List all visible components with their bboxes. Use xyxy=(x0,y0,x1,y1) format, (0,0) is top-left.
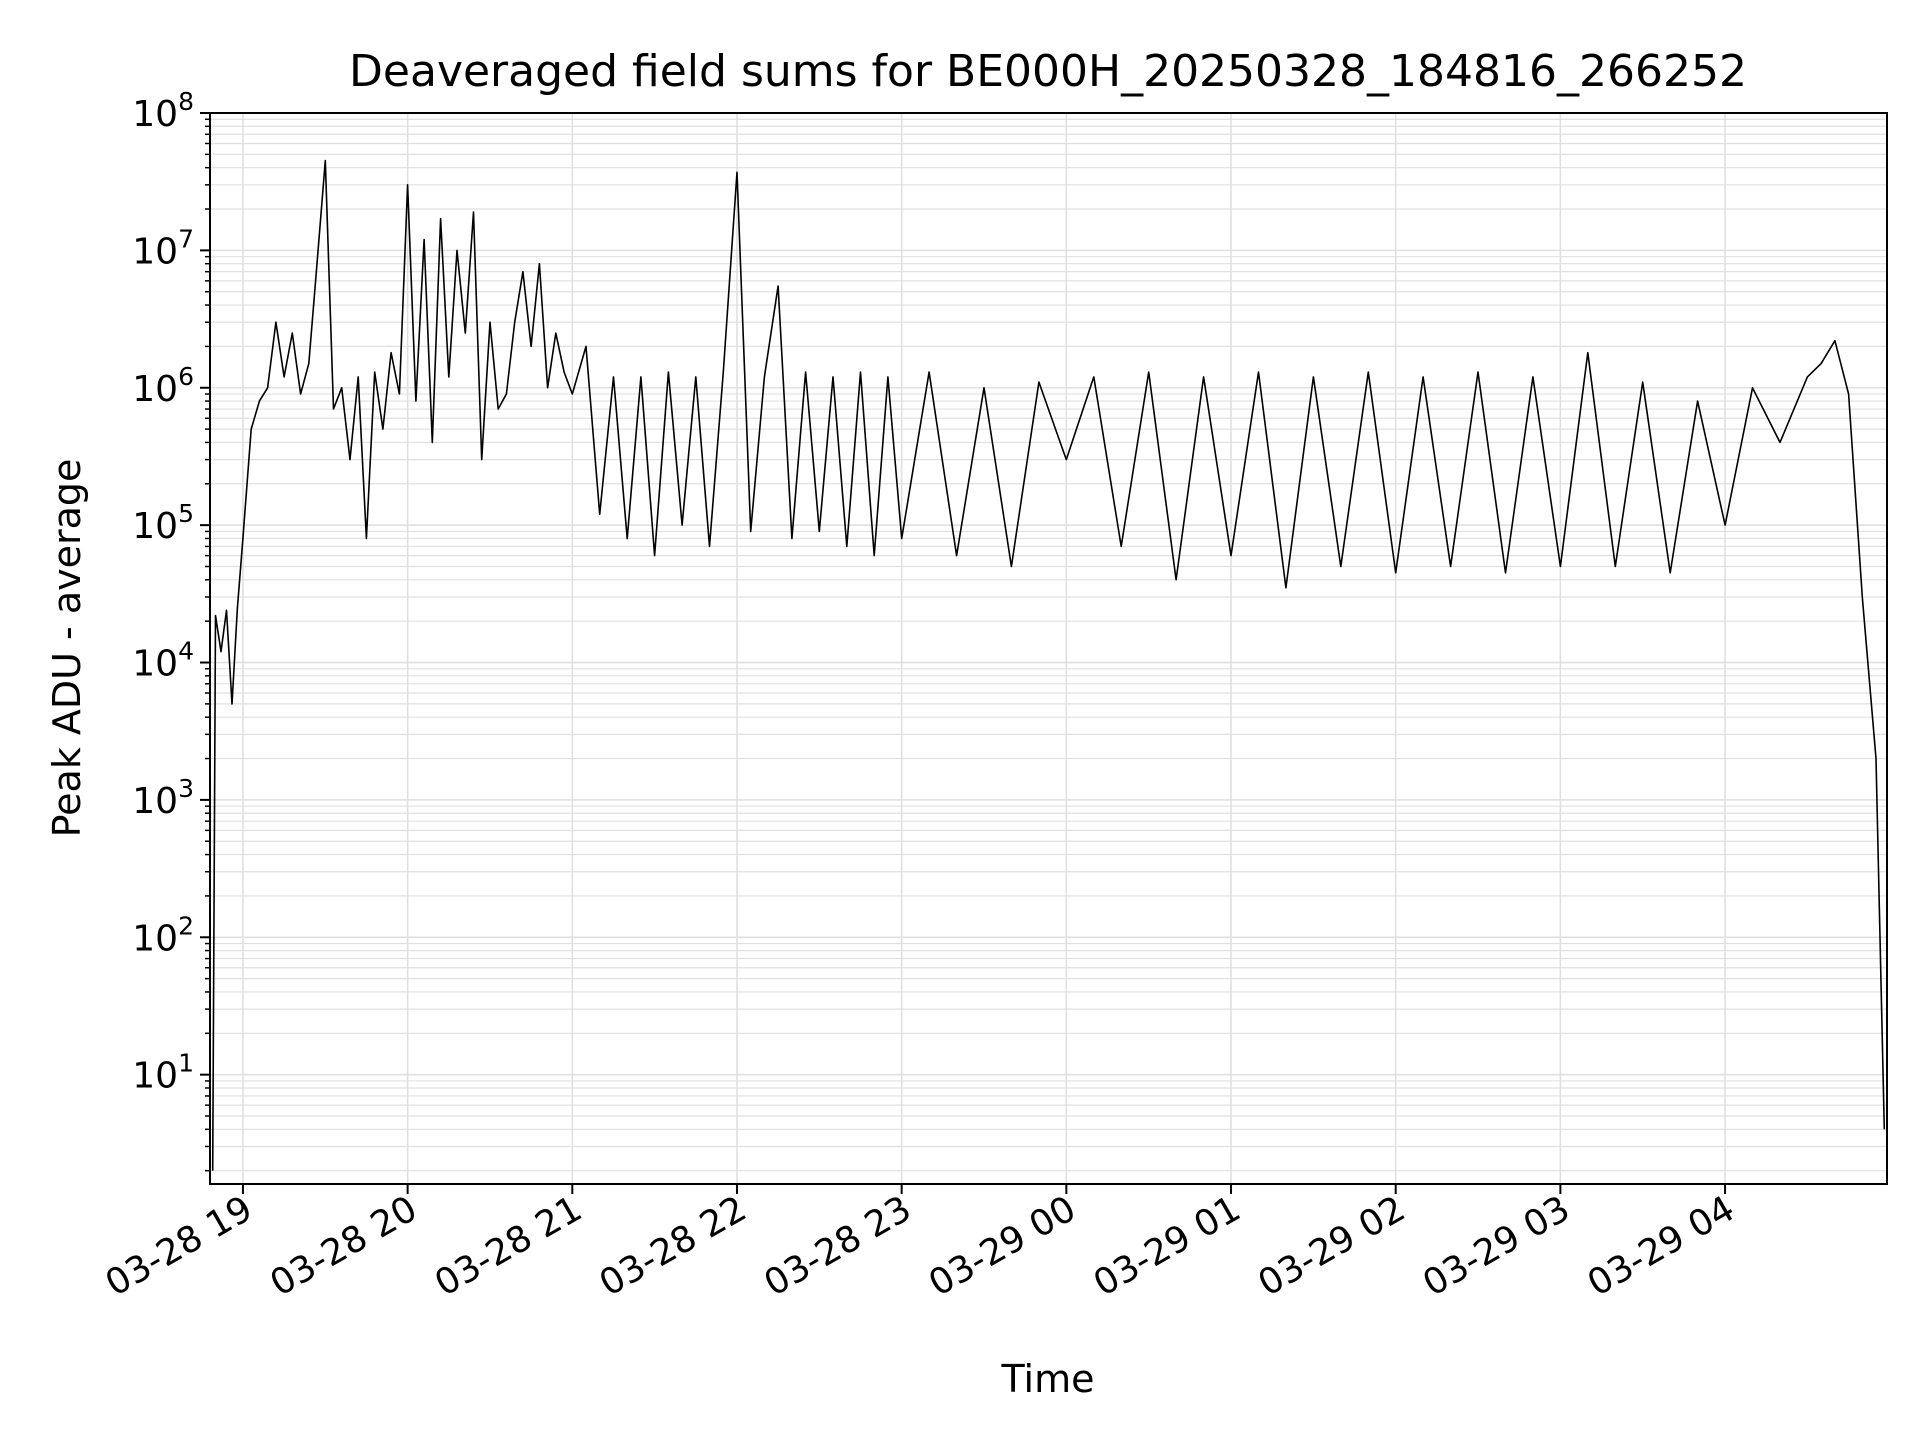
y-tick-label: 102 xyxy=(132,911,194,959)
x-axis-label: Time xyxy=(1001,1357,1095,1401)
y-tick-label: 105 xyxy=(132,499,194,547)
minor-gridlines xyxy=(210,118,1887,1172)
y-axis-label: Peak ADU - average xyxy=(45,459,89,838)
plot-area-frame xyxy=(209,112,1888,1185)
y-tick-label: 107 xyxy=(132,224,194,272)
y-tick-label: 104 xyxy=(132,637,194,685)
series-line xyxy=(211,159,1886,1171)
chart-title: Deaveraged field sums for BE000H_2025032… xyxy=(349,46,1747,97)
y-tick-label: 103 xyxy=(132,774,194,822)
y-tick-label: 106 xyxy=(132,362,194,410)
y-tick-label: 101 xyxy=(132,1049,194,1097)
y-tick-label: 108 xyxy=(132,87,194,135)
y-axis-ticks: 101 102 103 104 105 106 107 108 xyxy=(132,87,210,1172)
